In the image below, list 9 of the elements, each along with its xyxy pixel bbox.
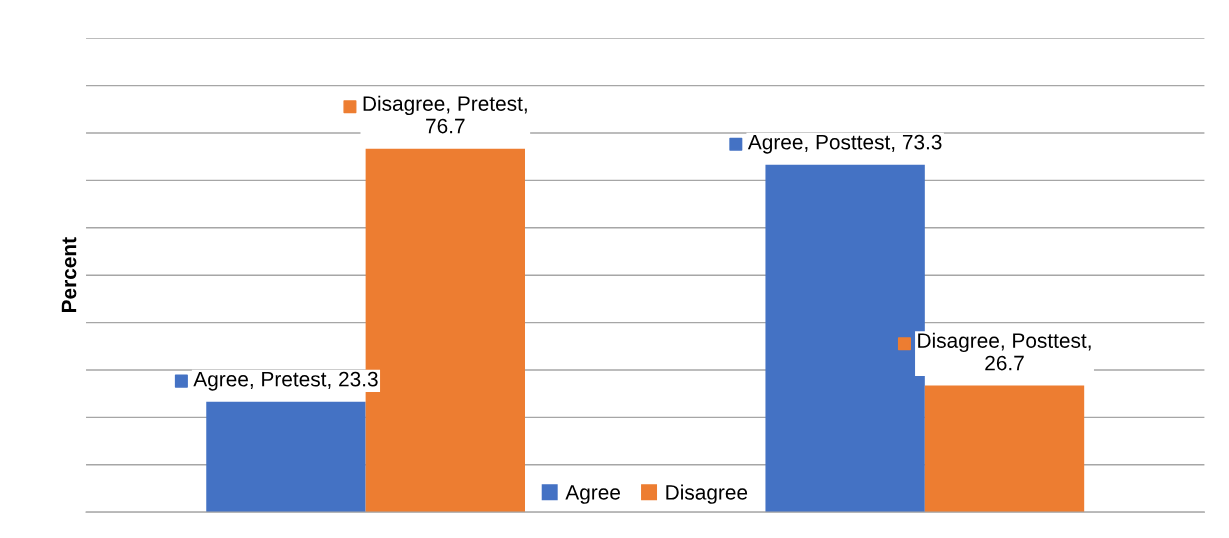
data-label: Agree, Pretest, 23.3 [193, 371, 378, 391]
bar [924, 385, 1085, 513]
data-label: Disagree, Pretest, 76.7 [363, 95, 527, 134]
data-label: Agree, Posttest, 73.3 [747, 134, 942, 154]
legend-label: Agree [565, 485, 620, 504]
y-axis-title: Percent [61, 237, 77, 313]
bar [206, 401, 366, 513]
data-label: Disagree, Posttest, 26.7 [918, 332, 1091, 371]
legend-label: Disagree [666, 484, 748, 504]
